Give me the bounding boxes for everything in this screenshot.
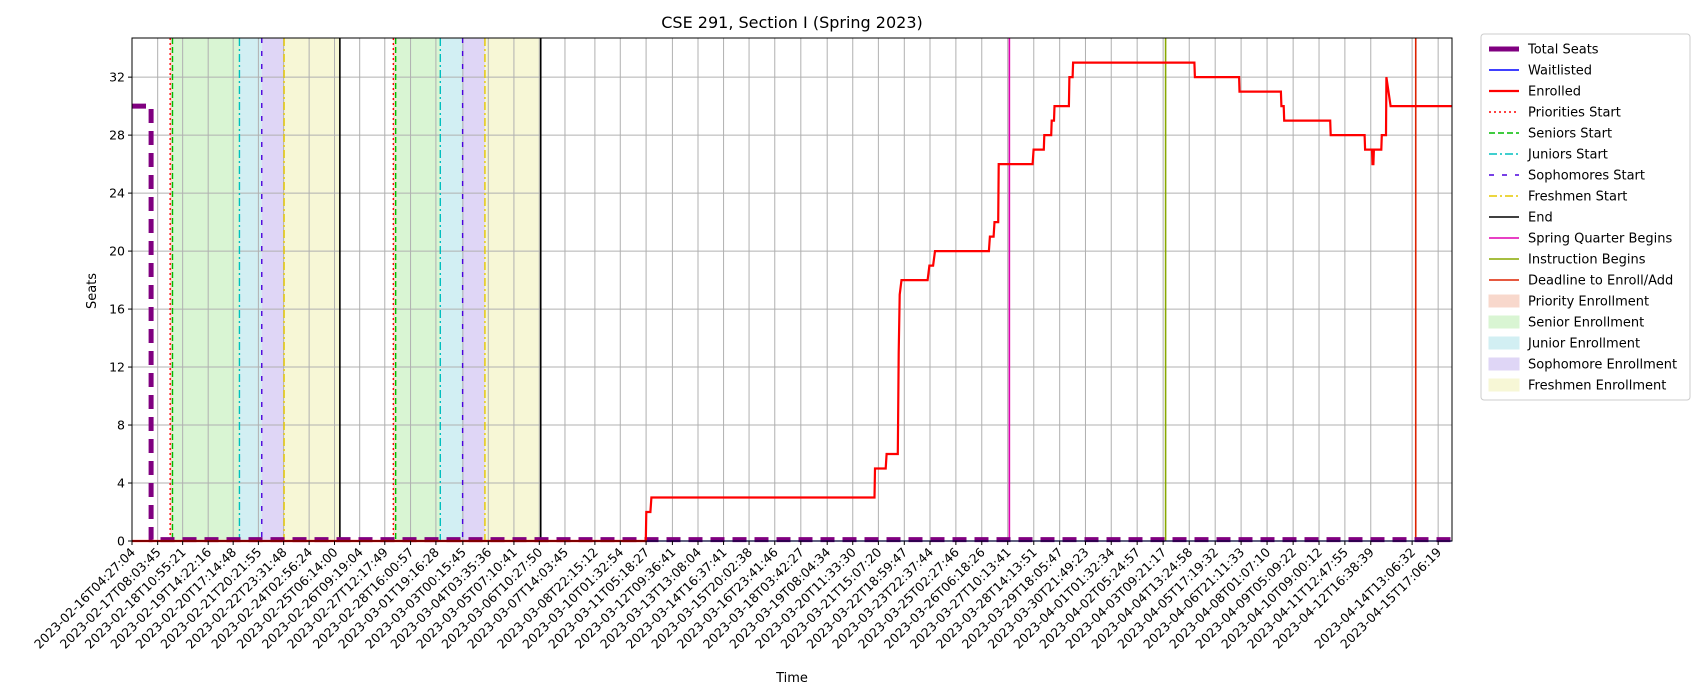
- legend-frame: [1480, 33, 1691, 401]
- shaded-region: [172, 38, 240, 541]
- legend-label: Seniors Start: [1528, 127, 1612, 142]
- legend-label: Juniors Start: [1527, 148, 1608, 163]
- y-tick-label: 12: [109, 360, 125, 375]
- y-tick-label: 32: [109, 70, 125, 85]
- shaded-region: [484, 38, 541, 541]
- shaded-region: [239, 38, 262, 541]
- legend-label: Sophomore Enrollment: [1528, 358, 1677, 373]
- plot-frame: [131, 37, 1453, 542]
- event-lines: [169, 38, 1417, 541]
- legend-swatch: [1488, 315, 1520, 329]
- y-axis-label: Seats: [85, 273, 100, 309]
- series-line: [132, 61, 1452, 543]
- chart-title: CSE 291, Section I (Spring 2023): [661, 13, 923, 32]
- legend-label: Instruction Begins: [1528, 253, 1646, 268]
- legend-label: Spring Quarter Begins: [1528, 232, 1672, 247]
- shaded-regions: [170, 38, 541, 541]
- grid: [131, 38, 1452, 542]
- y-tick-label: 0: [117, 534, 125, 549]
- legend-swatch: [1488, 336, 1520, 350]
- shaded-region: [170, 38, 173, 541]
- legend-label: Total Seats: [1527, 43, 1599, 58]
- legend-label: Freshmen Enrollment: [1528, 379, 1666, 394]
- legend-label: Junior Enrollment: [1527, 337, 1640, 352]
- legend-label: Priorities Start: [1528, 106, 1621, 121]
- shaded-region: [462, 38, 485, 541]
- shaded-region: [261, 38, 285, 541]
- legend-label: Sophomores Start: [1528, 169, 1645, 184]
- legend-swatch: [1488, 294, 1520, 308]
- y-tick-label: 24: [109, 186, 125, 201]
- shaded-region: [440, 38, 463, 541]
- shaded-region: [395, 38, 441, 541]
- legend-swatch: [1488, 357, 1520, 371]
- shaded-region: [284, 38, 340, 541]
- shaded-region: [393, 38, 396, 541]
- series-line: [132, 103, 1452, 543]
- legend-swatch: [1488, 378, 1520, 392]
- y-tick-label: 8: [117, 418, 125, 433]
- y-axis-ticks: 0 4 8 12 16 20 24 28 32: [109, 70, 132, 549]
- y-tick-label: 4: [117, 476, 125, 491]
- legend: Total Seats Waitlisted Enrolled Priorities …: [1480, 33, 1691, 401]
- legend-label: Priority Enrollment: [1528, 295, 1649, 310]
- x-axis-label: Time: [775, 671, 808, 686]
- y-tick-label: 16: [109, 302, 125, 317]
- legend-label: Deadline to Enroll/Add: [1528, 274, 1673, 289]
- legend-label: Enrolled: [1528, 85, 1581, 100]
- legend-label: End: [1528, 211, 1553, 226]
- legend-label: Senior Enrollment: [1528, 316, 1644, 331]
- legend-label: Waitlisted: [1528, 64, 1592, 79]
- x-axis-ticks: 2023-02-16T04:27:042023-02-17T08:03:4520…: [31, 541, 1444, 652]
- legend-label: Freshmen Start: [1528, 190, 1627, 205]
- y-tick-label: 20: [109, 244, 125, 259]
- y-tick-label: 28: [109, 128, 125, 143]
